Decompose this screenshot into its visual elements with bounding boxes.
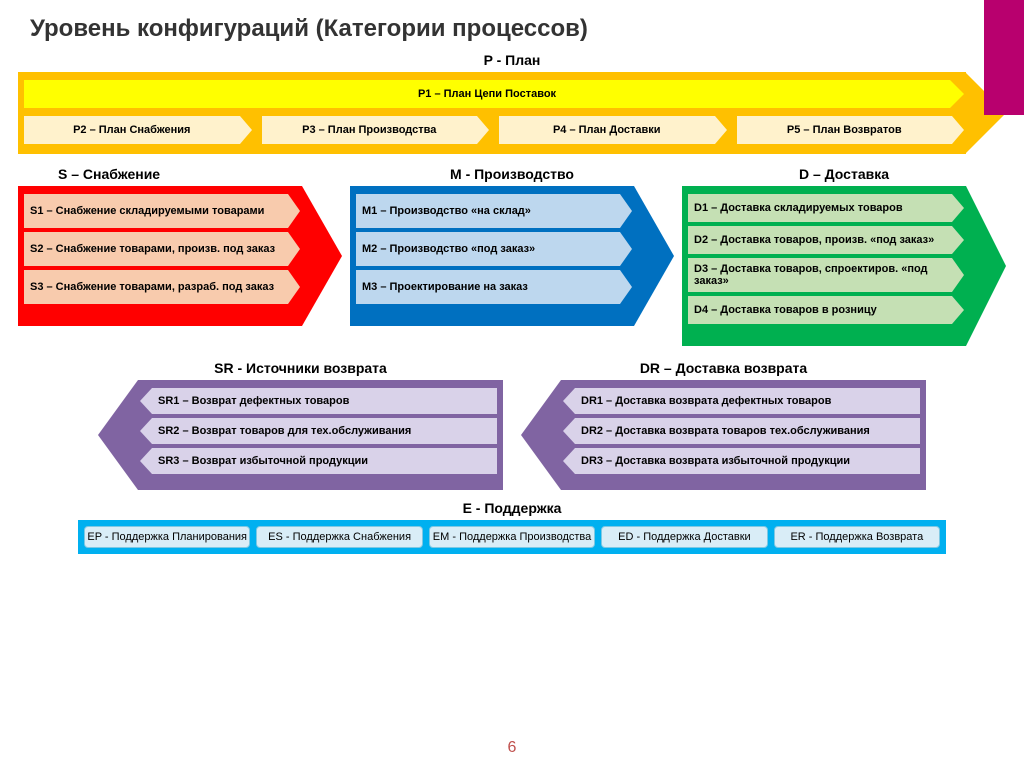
m-column: M - Производство M1 – Производство «на с… <box>350 162 674 350</box>
plan-p4-arrow: P4 – План Доставки <box>499 116 727 144</box>
scor-diagram: P - План P1 – План Цепи Поставок P2 – Пл… <box>0 52 1024 554</box>
s-header: S – Снабжение <box>18 166 342 182</box>
plan-p3-label: P3 – План Производства <box>262 116 478 144</box>
d2-arrow: D2 – Доставка товаров, произв. «под зака… <box>688 226 964 254</box>
m3-label: M3 – Проектирование на заказ <box>356 270 620 304</box>
page-title: Уровень конфигураций (Категории процессо… <box>0 0 1024 48</box>
d3-arrow: D3 – Доставка товаров, спроектиров. «под… <box>688 258 964 292</box>
d-column: D – Доставка D1 – Доставка складируемых … <box>682 162 1006 350</box>
dr-container-arrow: DR1 – Доставка возврата дефектных товаро… <box>521 380 926 490</box>
s2-label: S2 – Снабжение товарами, произв. под зак… <box>24 232 288 266</box>
sr3-label: SR3 – Возврат избыточной продукции <box>152 448 497 474</box>
plan-p1-arrow: P1 – План Цепи Поставок <box>24 80 964 108</box>
m2-label: M2 – Производство «под заказ» <box>356 232 620 266</box>
es-box: ES - Поддержка Снабжения <box>256 526 422 548</box>
d-container-arrow: D1 – Доставка складируемых товаров D2 – … <box>682 186 1006 346</box>
plan-p3-arrow: P3 – План Производства <box>262 116 490 144</box>
d-header: D – Доставка <box>682 166 1006 182</box>
d1-label: D1 – Доставка складируемых товаров <box>688 194 952 222</box>
plan-p1-label: P1 – План Цепи Поставок <box>24 80 950 108</box>
s1-label: S1 – Снабжение складируемыми товарами <box>24 194 288 228</box>
dr2-label: DR2 – Доставка возврата товаров тех.обсл… <box>575 418 920 444</box>
plan-p2-label: P2 – План Снабжения <box>24 116 240 144</box>
d3-label: D3 – Доставка товаров, спроектиров. «под… <box>688 258 952 292</box>
s2-arrow: S2 – Снабжение товарами, произв. под зак… <box>24 232 300 266</box>
dr3-arrow: DR3 – Доставка возврата избыточной проду… <box>563 448 920 474</box>
em-box: EM - Поддержка Производства <box>429 526 595 548</box>
plan-p2-arrow: P2 – План Снабжения <box>24 116 252 144</box>
plan-header: P - План <box>18 52 1006 68</box>
er-box: ER - Поддержка Возврата <box>774 526 940 548</box>
m1-arrow: M1 – Производство «на склад» <box>356 194 632 228</box>
sr2-arrow: SR2 – Возврат товаров для тех.обслуживан… <box>140 418 497 444</box>
ed-box: ED - Поддержка Доставки <box>601 526 767 548</box>
ep-box: EP - Поддержка Планирования <box>84 526 250 548</box>
e-container: EP - Поддержка Планирования ES - Поддерж… <box>78 520 946 554</box>
m-container-arrow: M1 – Производство «на склад» M2 – Произв… <box>350 186 674 326</box>
d1-arrow: D1 – Доставка складируемых товаров <box>688 194 964 222</box>
dr-header: DR – Доставка возврата <box>521 360 926 376</box>
d4-arrow: D4 – Доставка товаров в розницу <box>688 296 964 324</box>
sr-container-arrow: SR1 – Возврат дефектных товаров SR2 – Во… <box>98 380 503 490</box>
d2-label: D2 – Доставка товаров, произв. «под зака… <box>688 226 952 254</box>
accent-block <box>984 0 1024 115</box>
plan-p5-arrow: P5 – План Возвратов <box>737 116 965 144</box>
page-number: 6 <box>508 739 517 757</box>
s-container-arrow: S1 – Снабжение складируемыми товарами S2… <box>18 186 342 326</box>
sr-header: SR - Источники возврата <box>98 360 503 376</box>
dr1-label: DR1 – Доставка возврата дефектных товаро… <box>575 388 920 414</box>
m1-label: M1 – Производство «на склад» <box>356 194 620 228</box>
s3-arrow: S3 – Снабжение товарами, разраб. под зак… <box>24 270 300 304</box>
s3-label: S3 – Снабжение товарами, разраб. под зак… <box>24 270 288 304</box>
sr3-arrow: SR3 – Возврат избыточной продукции <box>140 448 497 474</box>
sr2-label: SR2 – Возврат товаров для тех.обслуживан… <box>152 418 497 444</box>
dr3-label: DR3 – Доставка возврата избыточной проду… <box>575 448 920 474</box>
m-header: M - Производство <box>350 166 674 182</box>
s-column: S – Снабжение S1 – Снабжение складируемы… <box>18 162 342 350</box>
d4-label: D4 – Доставка товаров в розницу <box>688 296 952 324</box>
m2-arrow: M2 – Производство «под заказ» <box>356 232 632 266</box>
dr-column: DR – Доставка возврата DR1 – Доставка во… <box>521 356 926 494</box>
sr1-arrow: SR1 – Возврат дефектных товаров <box>140 388 497 414</box>
plan-p5-label: P5 – План Возвратов <box>737 116 953 144</box>
s1-arrow: S1 – Снабжение складируемыми товарами <box>24 194 300 228</box>
sr1-label: SR1 – Возврат дефектных товаров <box>152 388 497 414</box>
dr1-arrow: DR1 – Доставка возврата дефектных товаро… <box>563 388 920 414</box>
plan-container-arrow: P1 – План Цепи Поставок P2 – План Снабже… <box>18 72 1006 154</box>
e-header: E - Поддержка <box>78 500 946 516</box>
dr2-arrow: DR2 – Доставка возврата товаров тех.обсл… <box>563 418 920 444</box>
e-section: E - Поддержка EP - Поддержка Планировани… <box>78 500 946 554</box>
sr-column: SR - Источники возврата SR1 – Возврат де… <box>98 356 503 494</box>
m3-arrow: M3 – Проектирование на заказ <box>356 270 632 304</box>
plan-p4-label: P4 – План Доставки <box>499 116 715 144</box>
